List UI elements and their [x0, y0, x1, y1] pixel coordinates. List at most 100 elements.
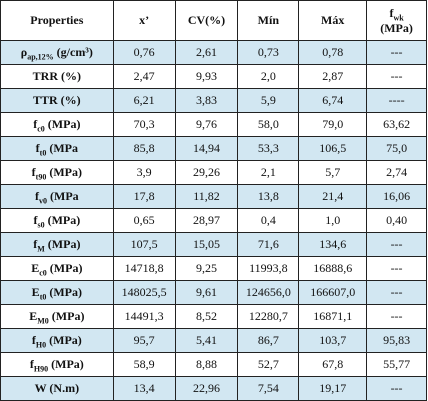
property-unit: (MPa): [47, 237, 81, 251]
header-max: Máx: [298, 0, 368, 41]
table-row: fH0 (MPa) 95,7 5,41 86,7 103,7 95,83: [0, 328, 427, 353]
table-header: Properties x’ CV(%) Mín Máx fwk (MPa): [0, 0, 427, 41]
property-cell: Ec0 (MPa): [0, 256, 114, 281]
cell-cv: 15,05: [174, 232, 239, 257]
cell-fwk: 16,06: [366, 184, 427, 209]
property-subscript: M0: [37, 316, 49, 326]
cell-mean: 70,3: [112, 112, 176, 137]
cell-mean: 6,21: [112, 88, 176, 113]
property-cell: fM (MPa): [0, 232, 114, 257]
cell-cv: 9,61: [174, 280, 239, 305]
cell-max: 6,74: [298, 88, 368, 113]
cell-min: 71,6: [237, 232, 300, 257]
property-symbol: f: [31, 165, 36, 179]
cell-cv: 9,76: [174, 112, 239, 137]
property-symbol: f: [33, 117, 38, 131]
table-row: ρap,12% (g/cm³) 0,76 2,61 0,73 0,78 ---: [0, 40, 427, 65]
cell-min: 13,8: [237, 184, 300, 209]
cell-max: 16888,6: [298, 256, 368, 281]
cell-mean: 85,8: [112, 136, 176, 161]
cell-max: 103,7: [298, 328, 368, 353]
property-unit: (g/cm³): [56, 45, 93, 59]
cell-fwk: ---: [366, 280, 427, 305]
table-row: W (N.m) 13,4 22,96 7,54 19,17 ---: [0, 376, 427, 401]
table-row: EM0 (MPa) 14491,3 8,52 12280,7 16871,1 ---: [0, 304, 427, 329]
cell-max: 19,17: [298, 376, 368, 401]
property-cell: W (N.m): [0, 376, 114, 401]
property-cell: fc0 (MPa): [0, 112, 114, 137]
header-row: Properties x’ CV(%) Mín Máx fwk (MPa): [0, 0, 427, 41]
property-subscript: t0: [39, 148, 47, 158]
cell-mean: 3,9: [112, 160, 176, 185]
cell-min: 124656,0: [237, 280, 300, 305]
property-symbol: f: [29, 357, 34, 371]
cell-min: 12280,7: [237, 304, 300, 329]
cell-fwk: 0,40: [366, 208, 427, 233]
cell-min: 7,54: [237, 376, 300, 401]
property-symbol: E: [31, 285, 40, 299]
cell-cv: 2,61: [174, 40, 239, 65]
property-subscript: M: [37, 244, 45, 254]
cell-max: 2,87: [298, 64, 368, 89]
cell-mean: 13,4: [112, 376, 176, 401]
table-row: Et0 (MPa) 148025,5 9,61 124656,0 166607,0 ---: [0, 280, 427, 305]
property-subscript: c0: [39, 268, 47, 278]
cell-mean: 14491,3: [112, 304, 176, 329]
cell-fwk: 75,0: [366, 136, 427, 161]
property-symbol: f: [33, 237, 38, 251]
cell-mean: 14718,8: [112, 256, 176, 281]
property-symbol: W (N.m): [34, 381, 80, 395]
property-unit: (MPa): [47, 117, 81, 131]
cell-mean: 58,9: [112, 352, 176, 377]
cell-fwk: 63,62: [366, 112, 427, 137]
property-cell: fs0 (MPa): [0, 208, 114, 233]
property-cell: fH90 (MPa): [0, 352, 114, 377]
cell-fwk: ---: [366, 40, 427, 65]
table-row: fM (MPa) 107,5 15,05 71,6 134,6 ---: [0, 232, 427, 257]
cell-cv: 9,25: [174, 256, 239, 281]
table-row: fc0 (MPa) 70,3 9,76 58,0 79,0 63,62: [0, 112, 427, 137]
cell-max: 21,4: [298, 184, 368, 209]
cell-mean: 148025,5: [112, 280, 176, 305]
cell-min: 53,3: [237, 136, 300, 161]
cell-min: 86,7: [237, 328, 300, 353]
property-cell: ft90 (MPa): [0, 160, 114, 185]
cell-cv: 8,88: [174, 352, 239, 377]
property-subscript: v0: [39, 196, 48, 206]
cell-max: 166607,0: [298, 280, 368, 305]
cell-max: 0,78: [298, 40, 368, 65]
property-unit: (MPa): [51, 357, 84, 371]
property-cell: fH0 (MPa): [0, 328, 114, 353]
cell-cv: 5,41: [174, 328, 239, 353]
property-subscript: s0: [37, 220, 45, 230]
property-unit: (MPa): [51, 309, 85, 323]
cell-max: 67,8: [298, 352, 368, 377]
header-fwk: fwk (MPa): [366, 0, 427, 41]
cell-fwk: ---: [366, 376, 427, 401]
cell-mean: 2,47: [112, 64, 176, 89]
cell-min: 0,73: [237, 40, 300, 65]
cell-cv: 8,52: [174, 304, 239, 329]
cell-min: 5,9: [237, 88, 300, 113]
cell-cv: 3,83: [174, 88, 239, 113]
property-cell: TRR (%): [0, 64, 114, 89]
table-row: ft90 (MPa) 3,9 29,26 2,1 5,7 2,74: [0, 160, 427, 185]
cell-fwk: ----: [366, 88, 427, 113]
cell-fwk: ---: [366, 304, 427, 329]
property-symbol: TRR (%): [32, 69, 81, 83]
cell-max: 106,5: [298, 136, 368, 161]
header-fwk-unit: (MPa): [380, 20, 413, 35]
cell-fwk: ---: [366, 64, 427, 89]
property-unit: (MPa): [49, 333, 82, 347]
header-properties: Properties: [0, 0, 114, 41]
header-cv: CV(%): [174, 0, 239, 41]
property-subscript: c0: [37, 124, 45, 134]
property-cell: ρap,12% (g/cm³): [0, 40, 114, 65]
property-cell: TTR (%): [0, 88, 114, 113]
property-unit: (MPa): [49, 165, 82, 179]
cell-min: 2,0: [237, 64, 300, 89]
property-symbol: E: [31, 261, 40, 275]
cell-cv: 22,96: [174, 376, 239, 401]
cell-max: 79,0: [298, 112, 368, 137]
